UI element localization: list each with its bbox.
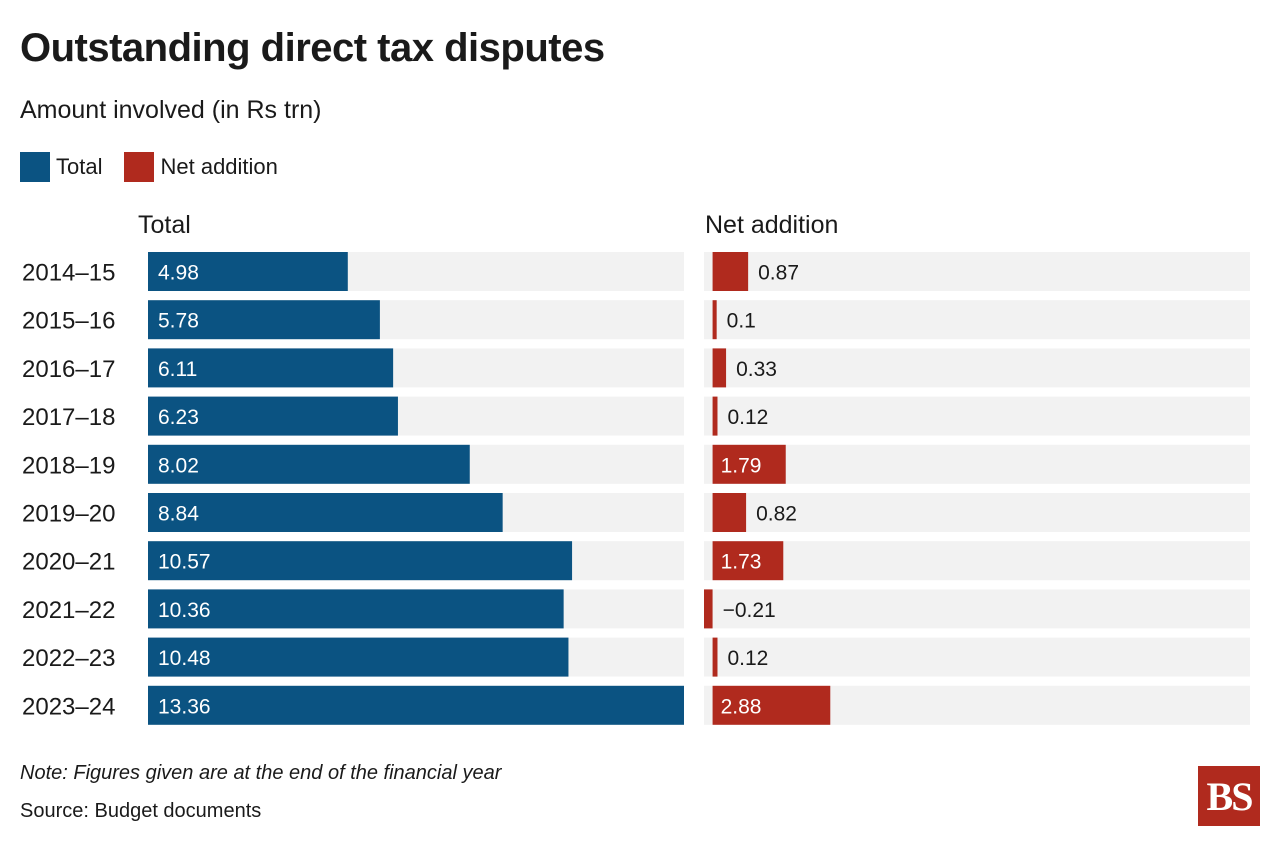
data-label-total: 6.23 bbox=[158, 406, 199, 429]
bar-total bbox=[148, 541, 573, 581]
data-label-total: 10.48 bbox=[158, 647, 211, 670]
legend: Total Net addition bbox=[20, 152, 300, 182]
track-net-addition bbox=[704, 444, 1250, 484]
bar-net-addition bbox=[712, 685, 831, 725]
chart-source: Source: Budget documents bbox=[20, 800, 262, 822]
category-label: 2020–21 bbox=[22, 549, 115, 576]
category-label: 2021–22 bbox=[22, 597, 115, 624]
bar-net-addition bbox=[704, 589, 713, 629]
data-label-net-addition: 2.88 bbox=[721, 695, 762, 718]
category-label: 2014–15 bbox=[22, 260, 115, 287]
bar-total bbox=[148, 396, 398, 436]
logo-background bbox=[1198, 766, 1260, 826]
bar-chart: Total Net addition 2014–15 4.98 0.87 2015–16 5… bbox=[22, 211, 1250, 725]
track-net-addition bbox=[704, 396, 1250, 436]
track-net-addition bbox=[704, 637, 1250, 677]
category-label: 2015–16 bbox=[22, 308, 115, 335]
legend-swatch-total bbox=[20, 152, 50, 182]
bar-total bbox=[148, 348, 394, 388]
data-label-total: 8.84 bbox=[158, 503, 199, 526]
bar-total bbox=[148, 589, 564, 629]
data-label-net-addition: 0.82 bbox=[756, 503, 797, 526]
legend-label-net-addition: Net addition bbox=[160, 154, 278, 179]
track-net-addition bbox=[704, 348, 1250, 388]
bar-total bbox=[148, 637, 569, 677]
category-label: 2018–19 bbox=[22, 452, 115, 479]
data-label-net-addition: 0.87 bbox=[758, 262, 799, 285]
bar-total bbox=[148, 444, 470, 484]
data-label-net-addition: 0.1 bbox=[727, 310, 756, 333]
category-label: 2016–17 bbox=[22, 356, 115, 383]
track-net-addition bbox=[704, 252, 1250, 291]
bar-net-addition bbox=[712, 252, 749, 291]
data-label-total: 10.57 bbox=[158, 551, 211, 574]
data-label-total: 10.36 bbox=[158, 599, 211, 622]
panel-header-total: Total bbox=[138, 211, 191, 239]
data-label-net-addition: −0.21 bbox=[723, 599, 776, 622]
track-net-addition bbox=[704, 589, 1250, 629]
legend-item-total: Total bbox=[20, 152, 102, 182]
track-net-addition bbox=[704, 493, 1250, 532]
bar-total bbox=[148, 493, 503, 532]
data-label-total: 8.02 bbox=[158, 454, 199, 477]
chart-subtitle: Amount involved (in Rs trn) bbox=[20, 96, 322, 124]
bar-total bbox=[148, 300, 380, 340]
data-label-total: 5.78 bbox=[158, 310, 199, 333]
category-label: 2019–20 bbox=[22, 501, 115, 528]
bar-net-addition bbox=[712, 541, 784, 581]
bar-net-addition bbox=[712, 493, 747, 532]
bar-net-addition bbox=[712, 348, 727, 388]
logo-text: BS bbox=[1207, 774, 1253, 819]
data-label-net-addition: 1.73 bbox=[721, 551, 762, 574]
data-label-total: 4.98 bbox=[158, 262, 199, 285]
chart-note: Note: Figures given are at the end of th… bbox=[20, 762, 502, 784]
data-label-total: 13.36 bbox=[158, 695, 211, 718]
bar-total bbox=[148, 252, 348, 291]
chart-title: Outstanding direct tax disputes bbox=[20, 26, 605, 70]
panel-header-net-addition: Net addition bbox=[705, 211, 838, 239]
legend-item-net-addition: Net addition bbox=[124, 152, 278, 182]
data-label-net-addition: 0.33 bbox=[736, 358, 777, 381]
legend-swatch-net-addition bbox=[124, 152, 155, 182]
track-net-addition bbox=[704, 300, 1250, 340]
bar-net-addition bbox=[712, 637, 718, 677]
category-label: 2023–24 bbox=[22, 693, 115, 720]
category-label: 2022–23 bbox=[22, 645, 115, 672]
data-label-net-addition: 1.79 bbox=[721, 454, 762, 477]
bar-net-addition bbox=[712, 300, 717, 340]
track-net-addition bbox=[704, 541, 1250, 581]
bar-total bbox=[148, 685, 684, 725]
data-label-net-addition: 0.12 bbox=[727, 406, 768, 429]
bar-net-addition bbox=[712, 444, 786, 484]
legend-label-total: Total bbox=[56, 154, 103, 179]
bs-logo: BS bbox=[1198, 766, 1260, 826]
data-label-total: 6.11 bbox=[158, 358, 197, 381]
category-label: 2017–18 bbox=[22, 404, 115, 431]
bar-net-addition bbox=[712, 396, 718, 436]
data-label-net-addition: 0.12 bbox=[727, 647, 768, 670]
